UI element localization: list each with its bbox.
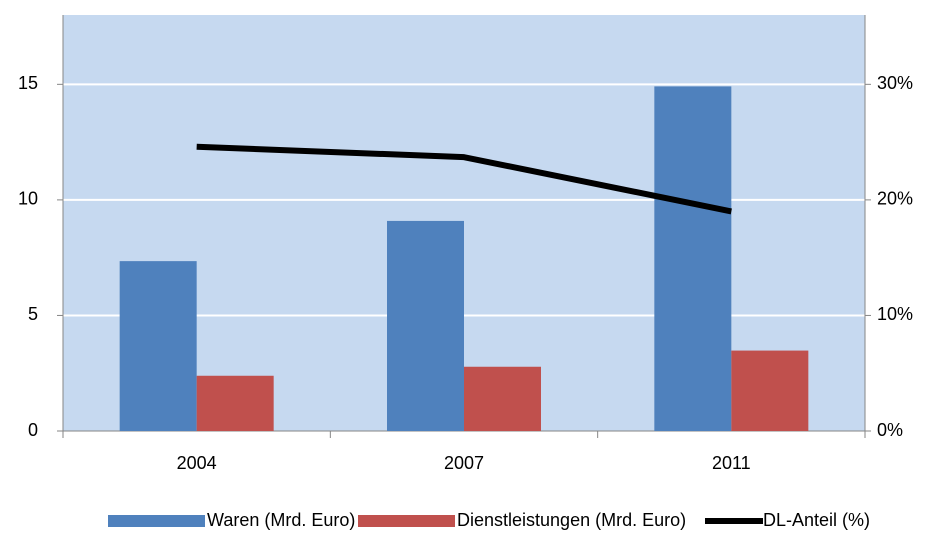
y2-tick-label: 20% (877, 189, 913, 209)
y2-tick-label: 30% (877, 73, 913, 93)
x-tick-label: 2007 (444, 453, 484, 473)
x-tick-label: 2004 (177, 453, 217, 473)
y2-tick-label: 10% (877, 304, 913, 324)
bar (196, 375, 274, 431)
legend-label: DL-Anteil (%) (763, 510, 870, 530)
y2-tick-label: 0% (877, 420, 903, 440)
y-tick-label: 10 (18, 189, 38, 209)
bar (119, 261, 197, 431)
legend-swatch (358, 515, 455, 527)
y-tick-label: 5 (28, 304, 38, 324)
line (196, 143, 732, 215)
y-tick-label: 15 (18, 73, 38, 93)
bar (387, 220, 464, 431)
legend-swatch (108, 515, 205, 527)
x-tick-label: 2011 (712, 453, 751, 473)
bar (654, 86, 732, 431)
bar (464, 366, 541, 431)
bar (731, 350, 809, 431)
legend-label: Waren (Mrd. Euro) (207, 510, 355, 530)
legend-label: Dienstleistungen (Mrd. Euro) (457, 510, 686, 530)
y-tick-label: 0 (28, 420, 38, 440)
